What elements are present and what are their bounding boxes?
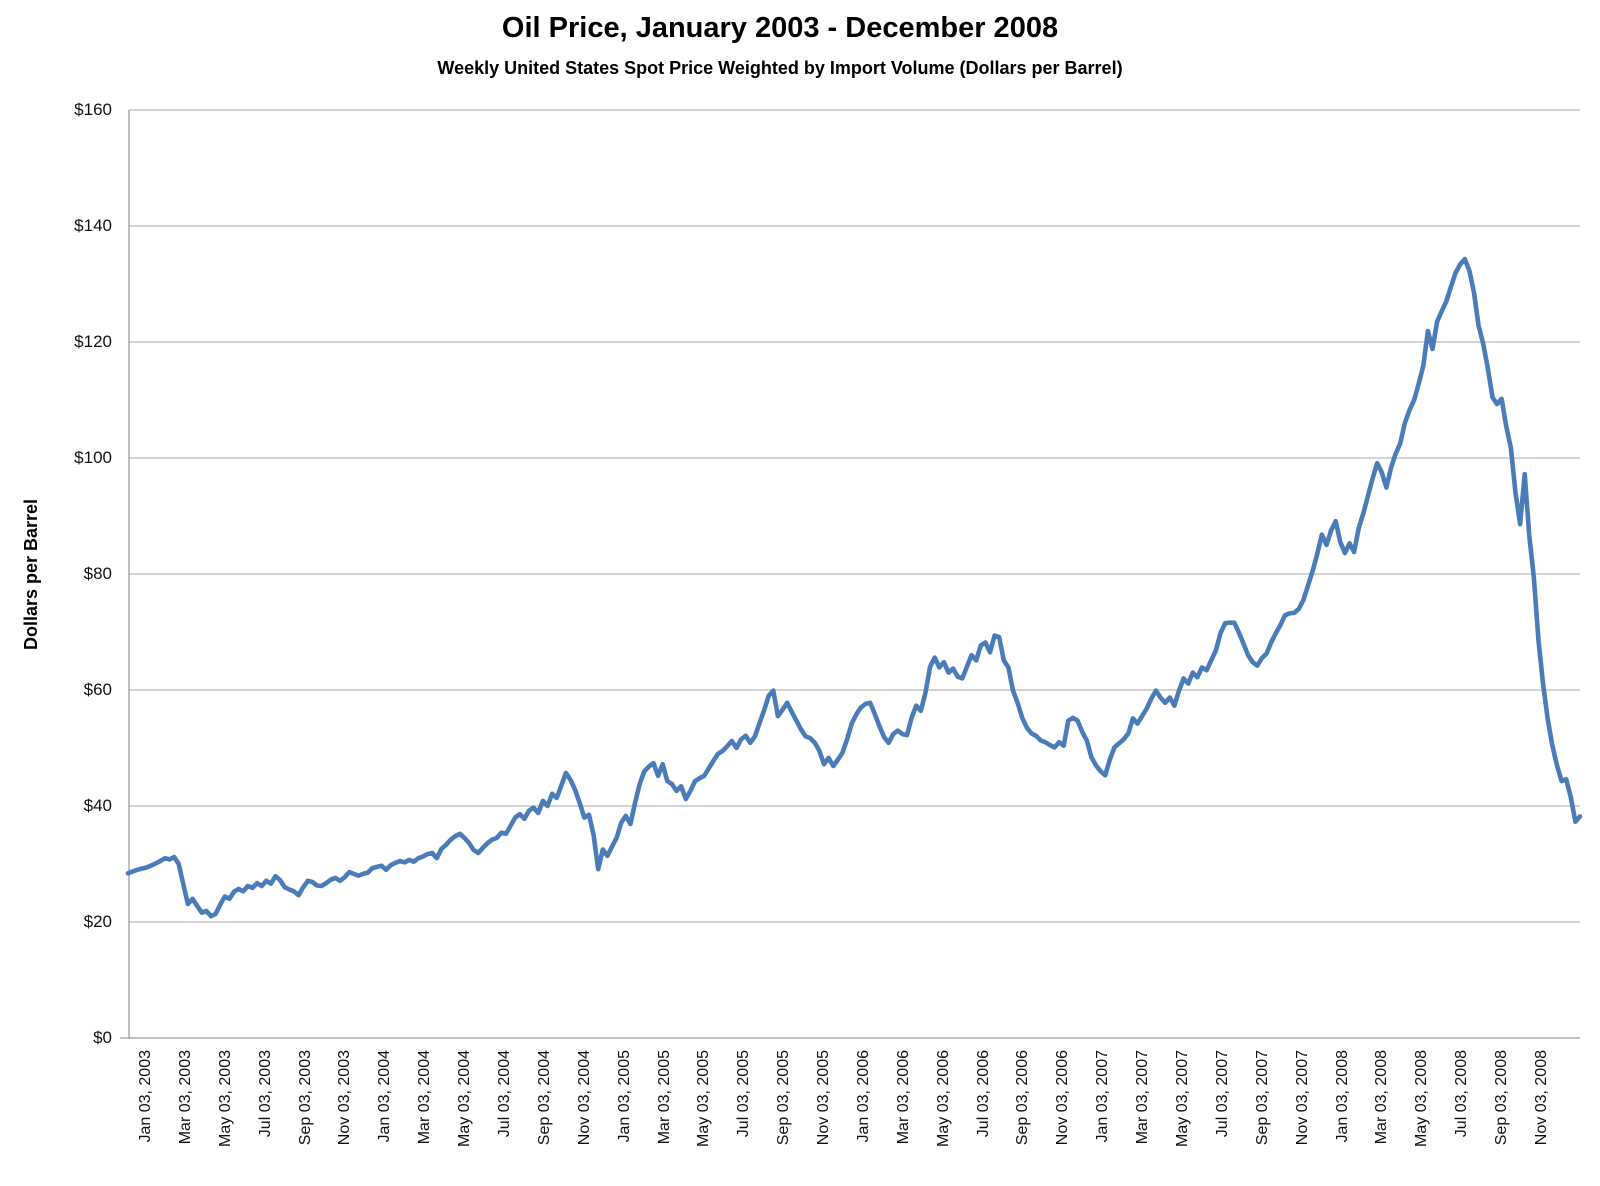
x-tick-label: May 03, 2003 xyxy=(216,1050,234,1147)
x-tick-label: Nov 03, 2007 xyxy=(1293,1050,1311,1146)
x-tick-label: May 03, 2004 xyxy=(456,1050,474,1147)
x-tick-label: Sep 03, 2005 xyxy=(775,1050,793,1146)
y-tick-label: $40 xyxy=(83,796,112,815)
x-tick-label: Jul 03, 2007 xyxy=(1213,1050,1231,1138)
chart-title: Oil Price, January 2003 - December 2008 xyxy=(501,12,1059,44)
x-tick-label: Jan 03, 2006 xyxy=(854,1050,872,1143)
chart-subtitle: Weekly United States Spot Price Weighted… xyxy=(437,58,1123,78)
x-tick-label: Jul 03, 2008 xyxy=(1453,1050,1471,1138)
x-tick-label: Sep 03, 2008 xyxy=(1493,1050,1511,1146)
x-tick-label: Jul 03, 2004 xyxy=(495,1050,513,1138)
x-tick-label: May 03, 2007 xyxy=(1174,1050,1192,1147)
x-tick-label: Nov 03, 2005 xyxy=(815,1050,833,1146)
y-tick-label: $120 xyxy=(74,332,112,351)
x-tick-label: Jan 03, 2003 xyxy=(137,1050,154,1143)
x-tick-label: Mar 03, 2005 xyxy=(655,1050,673,1145)
x-tick-label: Nov 03, 2008 xyxy=(1533,1050,1550,1146)
y-tick-label: $0 xyxy=(93,1028,112,1047)
y-tick-label: $80 xyxy=(83,564,112,583)
x-tick-label: Mar 03, 2003 xyxy=(176,1050,194,1145)
x-tick-label: Sep 03, 2003 xyxy=(296,1050,314,1146)
x-tick-label: Nov 03, 2003 xyxy=(336,1050,354,1146)
x-tick-label: May 03, 2006 xyxy=(934,1050,952,1147)
x-tick-label: Mar 03, 2004 xyxy=(416,1050,434,1145)
x-tick-label: Jul 03, 2006 xyxy=(974,1050,992,1138)
x-tick-label: Jul 03, 2005 xyxy=(735,1050,753,1138)
x-tick-label: Sep 03, 2006 xyxy=(1014,1050,1032,1146)
x-tick-label: Jan 03, 2005 xyxy=(615,1050,633,1143)
x-tick-label: Sep 03, 2004 xyxy=(535,1050,553,1146)
x-tick-label: Jul 03, 2003 xyxy=(256,1050,274,1138)
x-tick-label: Jan 03, 2004 xyxy=(376,1050,394,1143)
y-tick-label: $20 xyxy=(83,912,112,931)
price-line xyxy=(125,256,1583,919)
x-tick-label: Mar 03, 2008 xyxy=(1373,1050,1391,1145)
x-tick-label: Jan 03, 2007 xyxy=(1094,1050,1112,1143)
y-tick-label: $140 xyxy=(74,216,112,235)
x-tick-label: May 03, 2005 xyxy=(695,1050,713,1147)
x-tick-label: Mar 03, 2007 xyxy=(1134,1050,1152,1145)
y-tick-label: $60 xyxy=(83,680,112,699)
x-tick-label: Jan 03, 2008 xyxy=(1333,1050,1351,1143)
y-tick-label: $100 xyxy=(74,448,112,467)
y-tick-label: $160 xyxy=(74,100,112,119)
x-tick-label: May 03, 2008 xyxy=(1413,1050,1431,1147)
x-tick-label: Sep 03, 2007 xyxy=(1253,1050,1271,1146)
x-tick-label: Mar 03, 2006 xyxy=(894,1050,912,1145)
x-tick-label: Nov 03, 2004 xyxy=(575,1050,593,1146)
x-tick-label: Nov 03, 2006 xyxy=(1054,1050,1072,1146)
